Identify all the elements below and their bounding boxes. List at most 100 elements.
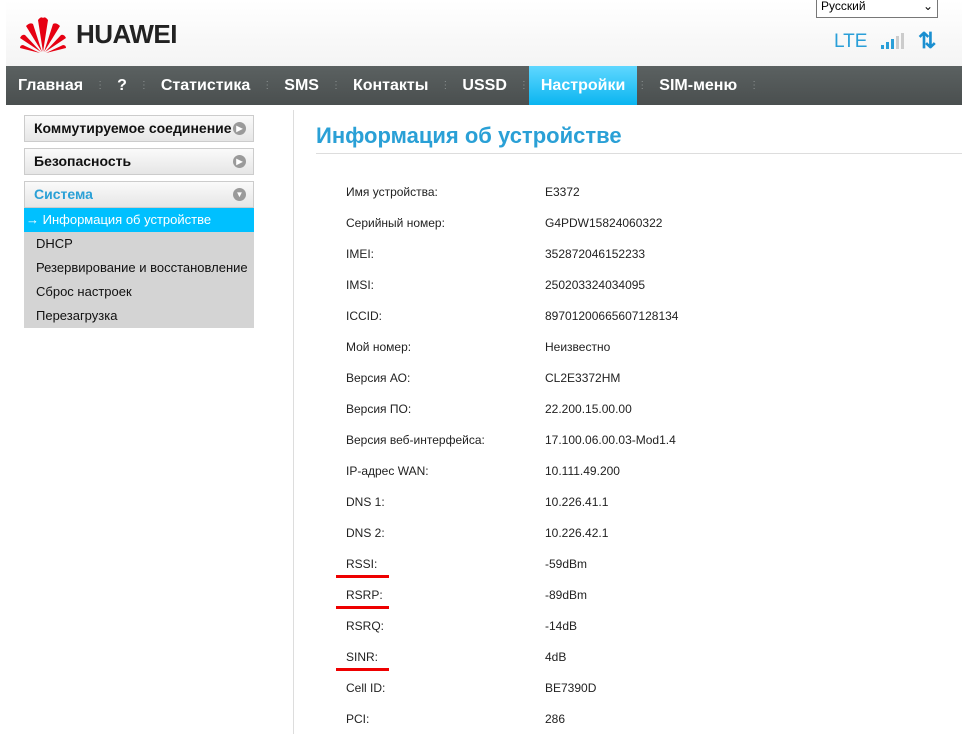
nav-separator: ⋮	[262, 80, 273, 91]
nav-settings[interactable]: Настройки	[528, 66, 638, 105]
section-label: Безопасность	[34, 153, 132, 169]
sidebar-item-dhcp[interactable]: DHCP	[36, 236, 73, 251]
info-label: SINR:	[346, 650, 379, 664]
info-label: Версия АО:	[346, 371, 411, 385]
nav-contacts[interactable]: Контакты	[352, 77, 429, 94]
sidebar-item-device-info[interactable]: → Информация об устройстве	[24, 208, 254, 232]
red-underline-highlight	[336, 606, 389, 609]
info-value: 89701200665607128134	[545, 309, 679, 323]
info-value: 10.226.41.1	[545, 495, 609, 509]
chevron-right-icon: ▶	[233, 122, 246, 135]
info-label: Версия веб-интерфейса:	[346, 433, 485, 447]
info-value: 10.111.49.200	[545, 464, 620, 478]
nav-statistics[interactable]: Статистика	[160, 77, 251, 94]
arrow-right-icon: →	[26, 212, 39, 227]
info-value: -59dBm	[545, 557, 588, 571]
info-row: Cell ID: BE7390D	[346, 681, 596, 701]
page-title: Информация об устройстве	[316, 123, 622, 148]
nav-separator: ⋮	[518, 80, 529, 91]
info-row: RSRP: -89dBm	[346, 588, 587, 608]
nav-separator: ⋮	[138, 80, 149, 91]
info-label: RSRP:	[346, 588, 383, 602]
info-label: Имя устройства:	[346, 185, 438, 199]
divider	[293, 110, 294, 734]
info-label: DNS 2:	[346, 526, 385, 540]
system-submenu: → Информация об устройстве DHCP Резервир…	[24, 208, 254, 328]
huawei-flower-icon	[20, 17, 66, 53]
info-row: IMEI: 352872046152233	[346, 247, 645, 267]
header: HUAWEI Русский ⌄ LTE ⇅	[6, 0, 962, 66]
chevron-down-icon: ▼	[233, 188, 246, 201]
sidebar-section-security[interactable]: Безопасность ▶	[24, 148, 254, 175]
info-value: -89dBm	[545, 588, 588, 602]
nav-separator: ⋮	[95, 80, 106, 91]
info-label: Мой номер:	[346, 340, 412, 354]
info-value: CL2E3372HM	[545, 371, 621, 385]
sidebar-item-factory-reset[interactable]: Сброс настроек	[36, 284, 132, 299]
info-row: Мой номер: Неизвестно	[346, 340, 610, 360]
info-value: G4PDW15824060322	[545, 216, 663, 230]
red-underline-highlight	[336, 668, 389, 671]
info-label: Cell ID:	[346, 681, 386, 695]
sidebar-item-reboot[interactable]: Перезагрузка	[36, 308, 118, 323]
sidebar: Коммутируемое соединение ▶ Безопасность ▶ …	[24, 115, 254, 328]
huawei-logo[interactable]: HUAWEI	[18, 14, 178, 54]
sidebar-section-system[interactable]: Система ▼	[24, 181, 254, 208]
info-value: -14dB	[545, 619, 578, 633]
red-underline-highlight	[336, 575, 389, 578]
info-row: ICCID: 89701200665607128134	[346, 309, 678, 329]
info-label: IMEI:	[346, 247, 375, 261]
info-row: SINR: 4dB	[346, 650, 566, 670]
info-label: IMSI:	[346, 278, 375, 292]
info-row: Версия ПО: 22.200.15.00.00	[346, 402, 632, 422]
chevron-down-icon: ⌄	[922, 0, 933, 13]
section-label: Система	[34, 186, 93, 202]
info-row: Версия АО: CL2E3372HM	[346, 371, 620, 391]
info-label: Серийный номер:	[346, 216, 445, 230]
info-row: RSRQ: -14dB	[346, 619, 577, 639]
info-row: Серийный номер: G4PDW15824060322	[346, 216, 662, 236]
nav-separator: ⋮	[330, 80, 341, 91]
info-value: 22.200.15.00.00	[545, 402, 632, 416]
data-transfer-icon: ⇅	[918, 28, 937, 53]
info-label: ICCID:	[346, 309, 382, 323]
chevron-right-icon: ▶	[233, 155, 246, 168]
info-row: Версия веб-интерфейса: 17.100.06.00.03-Mo…	[346, 433, 676, 453]
info-value: 286	[545, 712, 566, 726]
info-value: E3372	[545, 185, 580, 199]
language-select[interactable]: Русский ⌄	[816, 0, 938, 18]
info-label: DNS 1:	[346, 495, 385, 509]
nav-home[interactable]: Главная	[18, 77, 84, 94]
item-label: Информация об устройстве	[42, 212, 212, 227]
section-label: Коммутируемое соединение	[34, 120, 232, 136]
main-nav: Главная ⋮ ? ⋮ Статистика ⋮ SMS ⋮ Контакты ⋮ U…	[6, 66, 962, 105]
info-label: IP-адрес WAN:	[346, 464, 429, 478]
info-value: 352872046152233	[545, 247, 646, 261]
info-value: 250203324034095	[545, 278, 646, 292]
info-label: Версия ПО:	[346, 402, 412, 416]
nav-sim-menu[interactable]: SIM-меню	[659, 77, 738, 94]
nav-help[interactable]: ?	[117, 77, 127, 94]
info-value: BE7390D	[545, 681, 597, 695]
nav-separator: ⋮	[440, 80, 451, 91]
info-label: PCI:	[346, 712, 370, 726]
sidebar-item-backup-restore[interactable]: Резервирование и восстановление	[36, 260, 248, 275]
title-divider	[316, 153, 962, 154]
info-row: DNS 1: 10.226.41.1	[346, 495, 608, 515]
info-row: DNS 2: 10.226.42.1	[346, 526, 608, 546]
signal-strength-icon	[881, 33, 904, 49]
info-row: Имя устройства: E3372	[346, 185, 580, 205]
info-value: 17.100.06.00.03-Mod1.4	[545, 433, 676, 447]
nav-sms[interactable]: SMS	[284, 77, 319, 94]
brand-name: HUAWEI	[76, 18, 178, 49]
info-value: 10.226.42.1	[545, 526, 609, 540]
language-value: Русский	[821, 0, 866, 13]
info-row: RSSI: -59dBm	[346, 557, 587, 577]
nav-ussd[interactable]: USSD	[462, 77, 507, 94]
info-value: 4dB	[545, 650, 567, 664]
sidebar-section-dialup[interactable]: Коммутируемое соединение ▶	[24, 115, 254, 142]
info-value: Неизвестно	[545, 340, 611, 354]
info-label: RSSI:	[346, 557, 378, 571]
info-row: PCI: 286	[346, 712, 565, 732]
info-row: IP-адрес WAN: 10.111.49.200	[346, 464, 620, 484]
